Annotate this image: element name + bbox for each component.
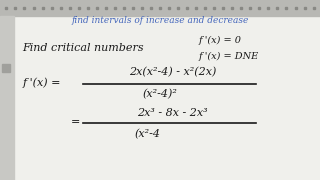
- Text: Find critical numbers: Find critical numbers: [22, 43, 144, 53]
- Text: f '(x) =: f '(x) =: [22, 78, 61, 88]
- Text: 2x(x²-4) - x²(2x): 2x(x²-4) - x²(2x): [129, 67, 217, 77]
- Text: 2x³ - 8x - 2x³: 2x³ - 8x - 2x³: [138, 107, 208, 118]
- Text: f '(x) = 0: f '(x) = 0: [198, 36, 241, 45]
- Bar: [2, 64, 10, 72]
- Bar: [0, 0, 320, 16]
- Text: (x²-4: (x²-4: [134, 129, 160, 139]
- Text: =: =: [70, 117, 80, 127]
- Text: f '(x) = DNE: f '(x) = DNE: [198, 52, 259, 61]
- Bar: [0, 16, 14, 180]
- Text: (x²-4)²: (x²-4)²: [143, 89, 177, 100]
- Text: find intervals of increase and decrease: find intervals of increase and decrease: [71, 16, 249, 25]
